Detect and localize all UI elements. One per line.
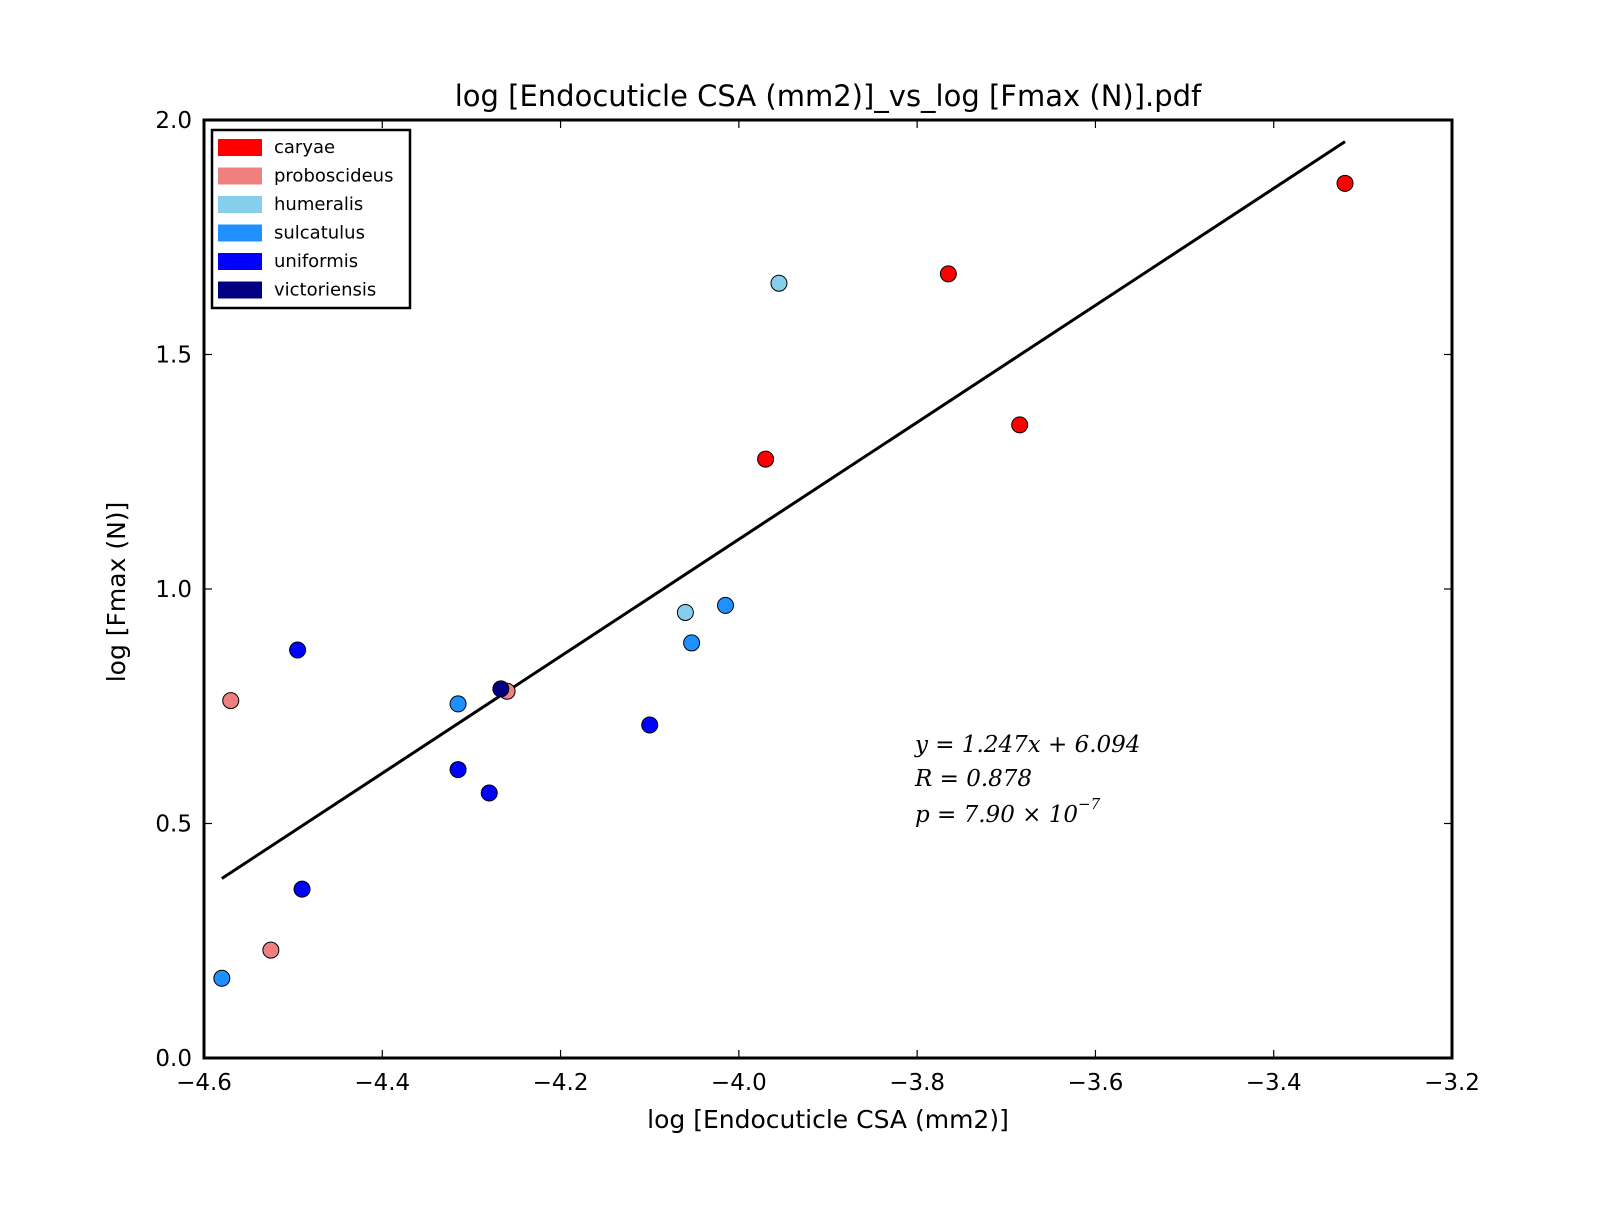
y-tick-label: 2.0 — [155, 108, 192, 134]
x-tick-label: −3.8 — [889, 1070, 945, 1096]
x-tick-label: −4.0 — [711, 1070, 767, 1096]
legend-label-uniformis: uniformis — [274, 251, 358, 272]
data-point-sulcatulus — [213, 969, 231, 987]
legend-label-sulcatulus: sulcatulus — [274, 223, 365, 244]
regression-r-value: R = 0.878 — [914, 766, 1032, 792]
regression-p-value: p = 7.90 × 10−7 — [915, 795, 1101, 828]
x-tick-label: −3.4 — [1246, 1070, 1302, 1096]
data-point-proboscideus — [262, 941, 280, 959]
y-tick-label: 1.0 — [155, 577, 192, 603]
legend-swatch-victoriensis — [218, 281, 262, 299]
y-tick-label: 1.5 — [155, 343, 192, 369]
data-point-caryae — [1336, 174, 1354, 192]
x-tick-label: −3.2 — [1424, 1070, 1480, 1096]
x-axis-label: log [Endocuticle CSA (mm2)] — [647, 1105, 1009, 1134]
plot-area: −4.6 −4.4 −4.2 −4.0 −3.8 −3.6 −3.4 −3.2 0.0 0.5 1.… — [155, 108, 1480, 1096]
data-point-sulcatulus — [683, 634, 701, 652]
data-point-proboscideus — [222, 692, 240, 710]
y-tick-label: 0.0 — [155, 1046, 192, 1072]
legend-swatch-caryae — [218, 139, 262, 156]
data-point-uniformis — [641, 716, 659, 734]
chart-title: log [Endocuticle CSA (mm2)]_vs_log [Fmax… — [455, 79, 1202, 113]
data-point-uniformis — [480, 784, 498, 802]
data-point-caryae — [757, 450, 775, 468]
y-tick-label: 0.5 — [155, 812, 192, 838]
data-point-victoriensis — [492, 680, 510, 698]
x-tick-label: −3.6 — [1067, 1070, 1123, 1096]
legend-label-humeralis: humeralis — [274, 194, 363, 215]
legend-swatch-humeralis — [218, 196, 262, 213]
regression-line — [221, 140, 1346, 880]
data-point-uniformis — [293, 880, 311, 898]
plot-frame — [202, 118, 1454, 1060]
x-tick-label: −4.6 — [176, 1070, 232, 1096]
data-point-caryae — [939, 265, 957, 283]
data-point-caryae — [1011, 416, 1029, 434]
legend: caryae proboscideus humeralis sulcatulus uni… — [210, 128, 412, 310]
x-tick-label: −4.2 — [533, 1070, 589, 1096]
legend-label-caryae: caryae — [274, 137, 335, 158]
legend-label-victoriensis: victoriensis — [274, 280, 376, 301]
legend-swatch-uniformis — [218, 253, 262, 270]
regression-annotation: y = 1.247x + 6.094 R = 0.878 p = 7.90 × … — [914, 732, 1140, 828]
legend-label-proboscideus: proboscideus — [274, 166, 393, 187]
regression-equation: y = 1.247x + 6.094 — [914, 732, 1140, 758]
data-point-uniformis — [289, 641, 307, 659]
data-point-humeralis — [676, 603, 694, 621]
legend-frame — [210, 128, 412, 310]
x-tick-label: −4.4 — [354, 1070, 410, 1096]
legend-swatch-proboscideus — [218, 167, 262, 185]
data-point-uniformis — [449, 761, 467, 779]
p-value-base: p = 7.90 × 10 — [915, 802, 1078, 828]
p-value-exponent: −7 — [1078, 795, 1101, 813]
data-point-sulcatulus — [449, 695, 467, 713]
data-point-humeralis — [770, 274, 788, 292]
data-point-sulcatulus — [716, 596, 734, 614]
y-axis-label: log [Fmax (N)] — [102, 502, 131, 683]
legend-swatch-sulcatulus — [218, 224, 262, 242]
